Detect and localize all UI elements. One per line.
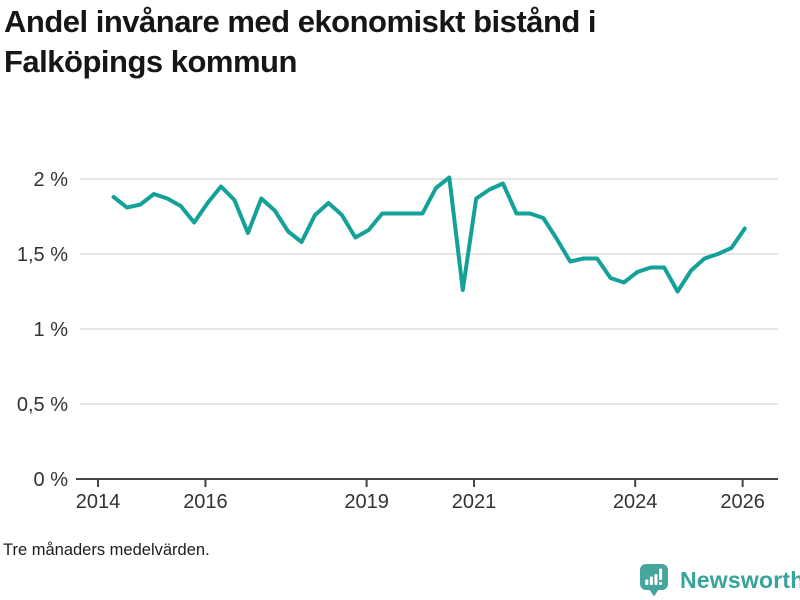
chart-title-line1: Andel invånare med ekonomiskt bistånd i bbox=[4, 4, 597, 39]
newsworthy-wordmark: Newsworthy bbox=[680, 566, 800, 593]
x-axis-label: 2026 bbox=[720, 491, 765, 513]
x-axis-label: 2014 bbox=[76, 491, 121, 513]
chart-title: Andel invånare med ekonomiskt bistånd i … bbox=[4, 2, 597, 82]
x-axis-label: 2019 bbox=[344, 491, 389, 513]
footnote: Tre månaders medelvärden. bbox=[3, 541, 210, 559]
y-axis-label: 1,5 % bbox=[17, 244, 68, 266]
y-axis-label: 0,5 % bbox=[17, 394, 68, 416]
chart-title-line2: Falköpings kommun bbox=[4, 44, 297, 79]
series-line bbox=[111, 175, 747, 294]
newsworthy-logo-icon bbox=[640, 563, 668, 596]
newsworthy-branding: Newsworthy bbox=[638, 562, 800, 598]
x-axis-label: 2024 bbox=[613, 491, 658, 513]
y-axis-label: 2 % bbox=[34, 169, 69, 191]
y-axis-label: 1 % bbox=[34, 319, 69, 341]
y-axis-label: 0 % bbox=[34, 469, 69, 491]
x-axis-label: 2021 bbox=[452, 491, 497, 513]
x-axis-label: 2016 bbox=[183, 491, 228, 513]
